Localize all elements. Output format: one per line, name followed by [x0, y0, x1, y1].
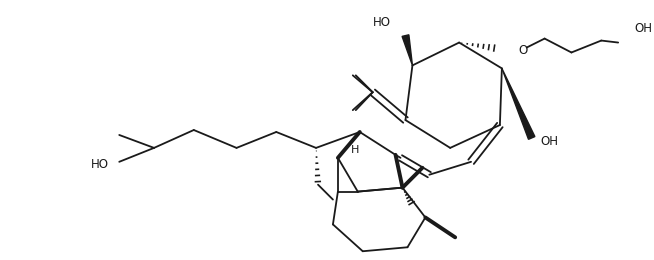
Polygon shape — [502, 68, 535, 139]
Text: HO: HO — [373, 16, 390, 29]
Text: O: O — [519, 44, 528, 57]
Text: OH: OH — [634, 22, 652, 35]
Text: OH: OH — [541, 135, 559, 148]
Text: H: H — [351, 145, 359, 155]
Polygon shape — [402, 35, 413, 66]
Text: HO: HO — [92, 158, 109, 171]
